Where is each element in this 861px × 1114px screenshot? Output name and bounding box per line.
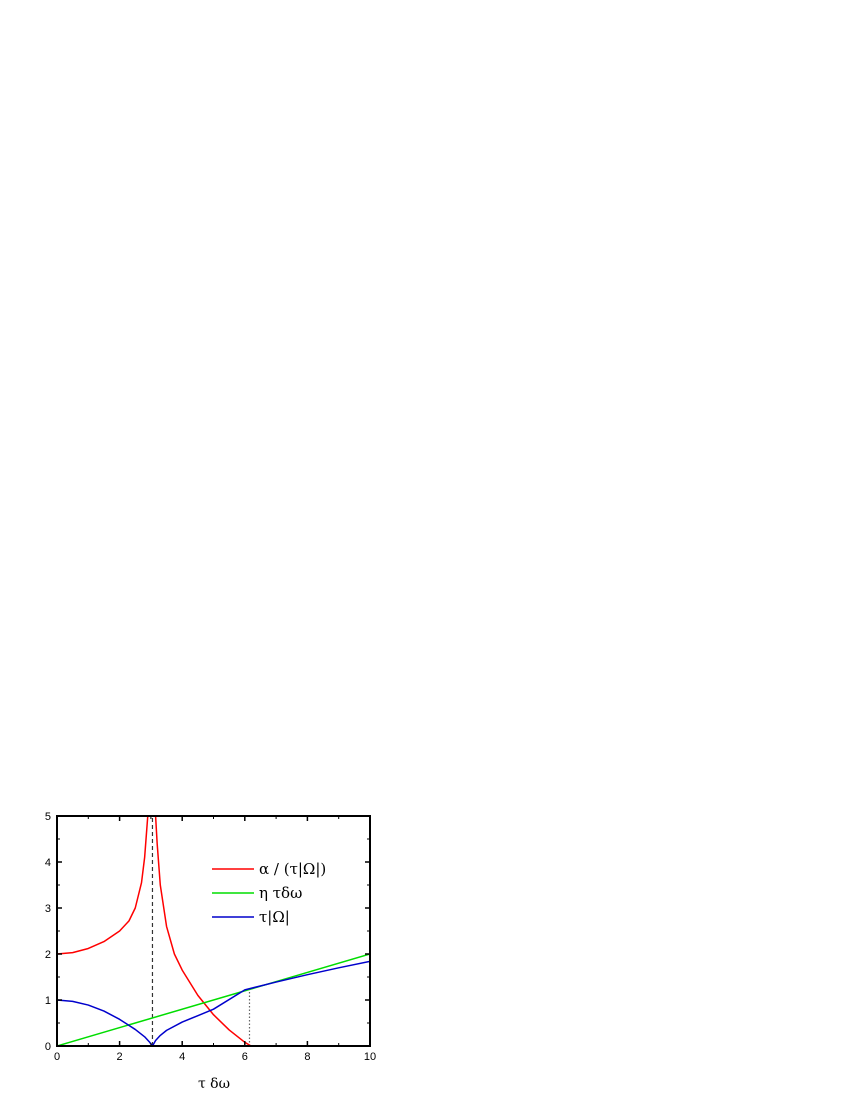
x-axis-title: τ δω <box>198 1076 230 1092</box>
plot-area <box>56 815 371 1047</box>
y-tick-label: 5 <box>45 811 51 823</box>
x-tick-label: 8 <box>304 1051 310 1063</box>
legend-label-eta: η τδω <box>259 884 302 902</box>
x-tick-label: 10 <box>364 1051 376 1063</box>
x-tick-label: 2 <box>117 1051 123 1063</box>
y-tick-label: 4 <box>45 857 51 869</box>
x-tick-label: 6 <box>242 1051 248 1063</box>
legend: α / (τ|Ω|) η τδω τ|Ω| <box>212 860 326 926</box>
legend-label-alpha: α / (τ|Ω|) <box>259 860 326 878</box>
series-line-eta <box>57 953 370 1046</box>
y-tick-label: 0 <box>45 1041 51 1053</box>
x-axis-ticks: 0 2 4 6 8 10 <box>54 816 376 1063</box>
series-line-alpha <box>57 816 370 1046</box>
x-tick-label: 4 <box>179 1051 185 1063</box>
y-tick-label: 1 <box>45 995 51 1007</box>
y-tick-label: 3 <box>45 903 51 915</box>
legend-label-omega: τ|Ω| <box>259 908 290 926</box>
x-tick-label: 0 <box>54 1051 60 1063</box>
y-axis-ticks: 0 1 2 3 4 5 <box>45 811 370 1053</box>
y-tick-label: 2 <box>45 949 51 961</box>
series-line-omega <box>57 960 370 1046</box>
